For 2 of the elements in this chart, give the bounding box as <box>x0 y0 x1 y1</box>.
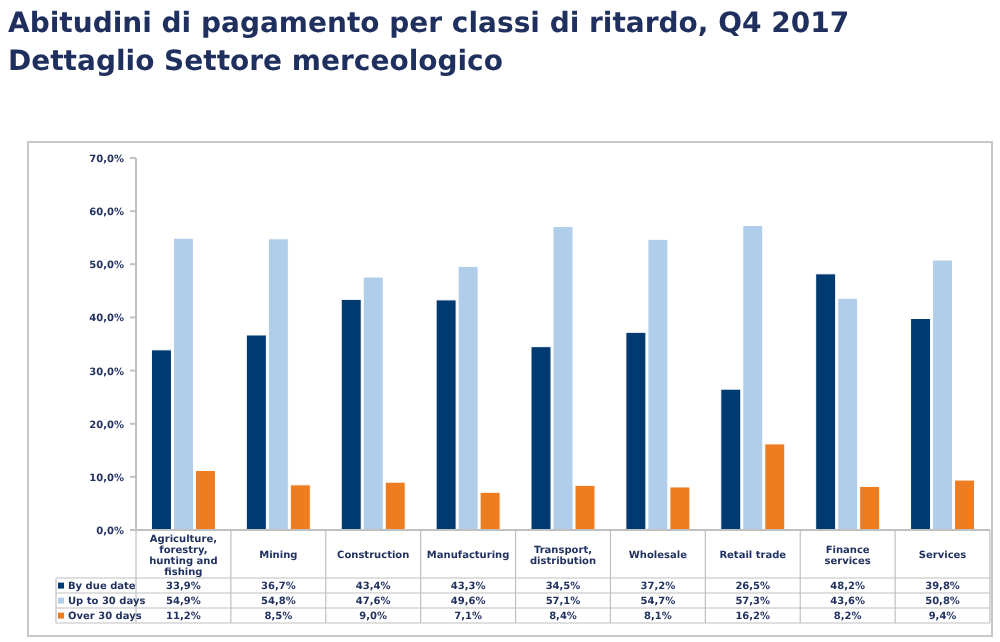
chart-subtitle: Dettaglio Settore merceologico <box>8 46 504 78</box>
chart-title: Abitudini di pagamento per classi di ritardo, Q4 2017 <box>8 8 850 40</box>
